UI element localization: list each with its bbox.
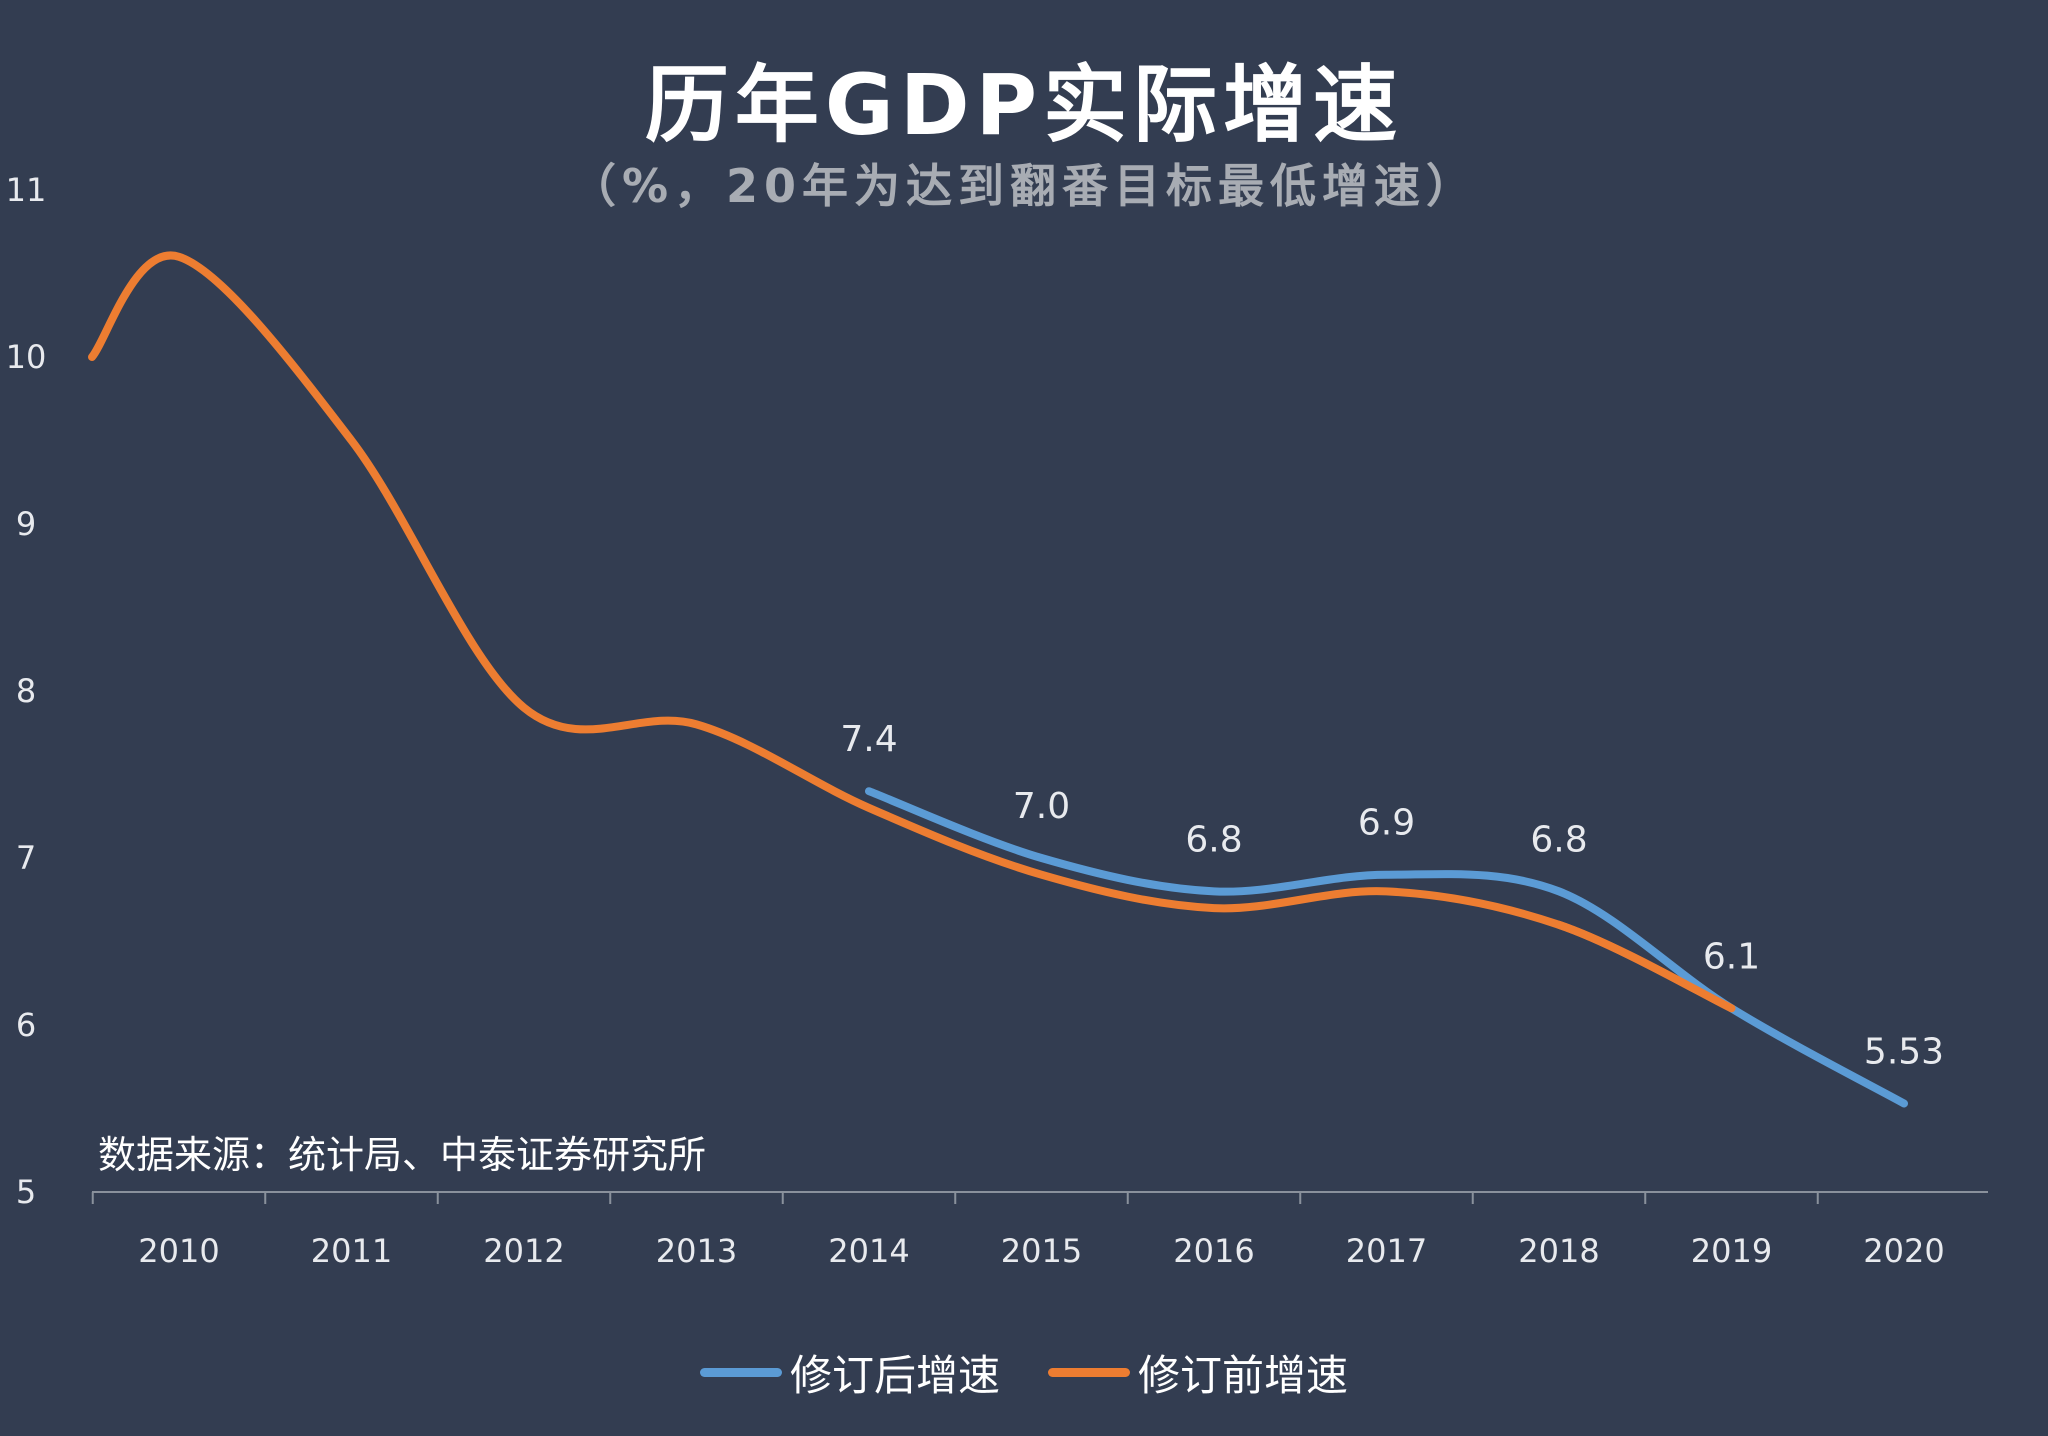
- x-tick-label: 2016: [1173, 1232, 1254, 1270]
- x-tick-label: 2019: [1691, 1232, 1772, 1270]
- legend-swatch-original: [1048, 1368, 1130, 1377]
- chart-subtitle: （%，20年为达到翻番目标最低增速）: [569, 159, 1479, 213]
- data-label-revised: 7.4: [840, 719, 897, 760]
- data-label-revised: 5.53: [1864, 1031, 1944, 1072]
- x-tick-label: 2010: [138, 1232, 219, 1270]
- x-tick-label: 2015: [1001, 1232, 1082, 1270]
- x-tick-label: 2011: [311, 1232, 392, 1270]
- x-tick-label: 2013: [656, 1232, 737, 1270]
- y-tick-label: 10: [6, 338, 47, 376]
- data-label-revised: 6.8: [1530, 819, 1587, 860]
- y-tick-label: 11: [6, 171, 47, 209]
- data-source-note: 数据来源：统计局、中泰证券研究所: [98, 1133, 707, 1177]
- y-tick-label: 8: [16, 672, 36, 710]
- series-line-original-overlay: [1555, 920, 1736, 1013]
- legend-label-original: 修订前增速: [1138, 1351, 1349, 1400]
- x-tick-label: 2017: [1346, 1232, 1427, 1270]
- y-tick-label: 6: [16, 1006, 36, 1044]
- x-tick-label: 2020: [1863, 1232, 1944, 1270]
- x-tick-label: 2018: [1518, 1232, 1599, 1270]
- data-label-revised: 6.1: [1703, 936, 1760, 977]
- legend-item-revised: 修订后增速: [699, 1342, 1000, 1403]
- legend-swatch-revised: [699, 1368, 782, 1377]
- chart-title: 历年GDP实际增速: [644, 56, 1404, 154]
- series-line-original: [88, 251, 1736, 1013]
- x-tick-label: 2014: [828, 1232, 909, 1270]
- data-label-revised: 6.8: [1185, 819, 1242, 860]
- chart-legend: 修订后增速 修订前增速: [0, 1342, 2048, 1403]
- y-tick-label: 9: [16, 505, 36, 543]
- legend-label-revised: 修订后增速: [789, 1351, 1000, 1400]
- y-tick-label: 7: [16, 839, 36, 877]
- x-tick-label: 2012: [483, 1232, 564, 1270]
- legend-item-original: 修订前增速: [1048, 1342, 1348, 1403]
- y-tick-label: 5: [16, 1173, 36, 1211]
- data-label-revised: 7.0: [1013, 786, 1070, 827]
- data-label-revised: 6.9: [1358, 803, 1415, 844]
